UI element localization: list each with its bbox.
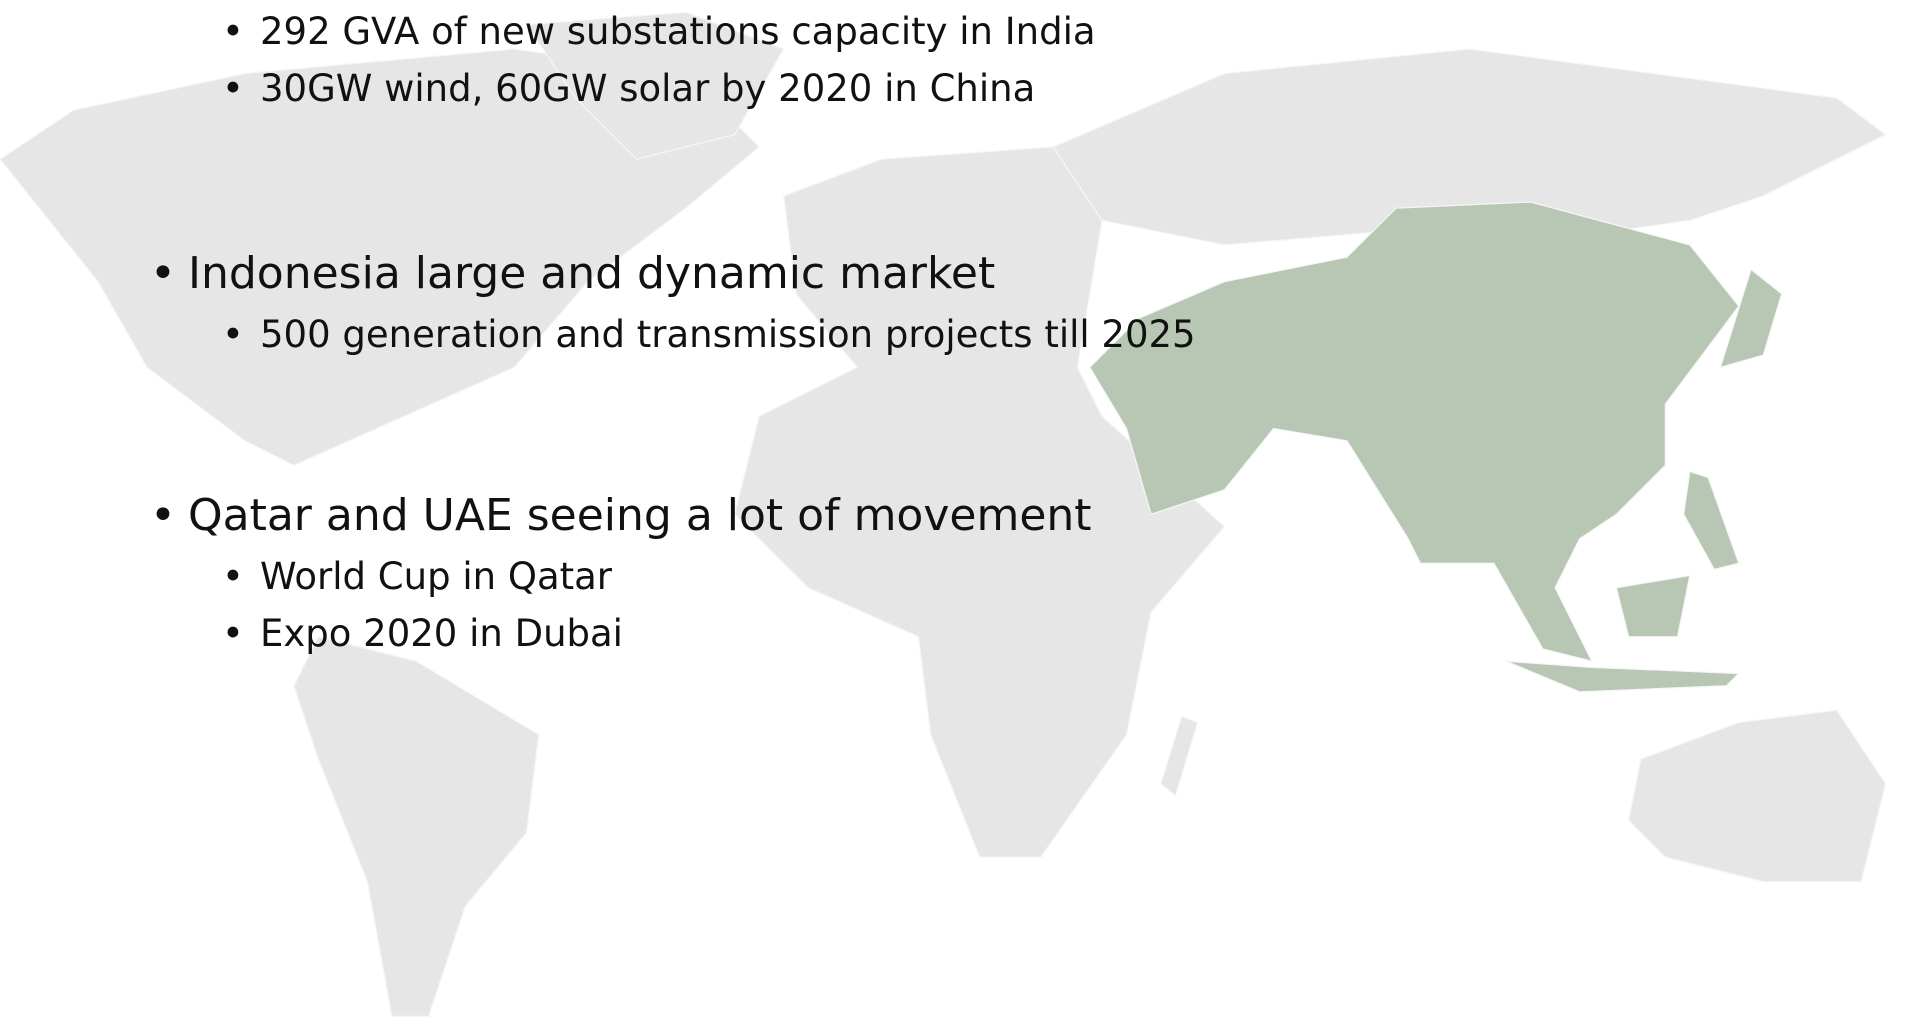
russia <box>1052 48 1887 246</box>
sub-bullet: • World Cup in Qatar <box>222 555 613 598</box>
main-bullet: • Qatar and UAE seeing a lot of movement <box>150 490 1092 541</box>
sub-bullet-text: 292 GVA of new substations capacity in I… <box>260 10 1096 53</box>
philippines <box>1683 470 1740 571</box>
sub-bullet: • 292 GVA of new substations capacity in … <box>222 10 1096 53</box>
greenland <box>525 11 785 160</box>
sub-bullet: • Expo 2020 in Dubai <box>222 612 623 655</box>
madagascar <box>1160 715 1199 797</box>
main-bullet: • Indonesia large and dynamic market <box>150 248 996 299</box>
sub-bullet-text: 30GW wind, 60GW solar by 2020 in China <box>260 67 1036 110</box>
sub-bullet-text: World Cup in Qatar <box>260 555 613 598</box>
sub-bullet: • 500 generation and transmission project… <box>222 313 1196 356</box>
north-america <box>0 48 761 466</box>
main-bullet-text: Qatar and UAE seeing a lot of movement <box>188 490 1092 541</box>
sub-bullet-text: Expo 2020 in Dubai <box>260 612 623 655</box>
asia-highlight <box>1089 201 1740 663</box>
japan <box>1719 268 1783 369</box>
sub-bullet: • 30GW wind, 60GW solar by 2020 in China <box>222 67 1036 110</box>
indonesia <box>1505 660 1741 693</box>
south-america <box>293 636 540 1017</box>
main-bullet-text: Indonesia large and dynamic market <box>188 248 996 299</box>
borneo <box>1615 574 1691 638</box>
sub-bullet-text: 500 generation and transmission projects… <box>260 313 1196 356</box>
australia <box>1627 709 1887 883</box>
